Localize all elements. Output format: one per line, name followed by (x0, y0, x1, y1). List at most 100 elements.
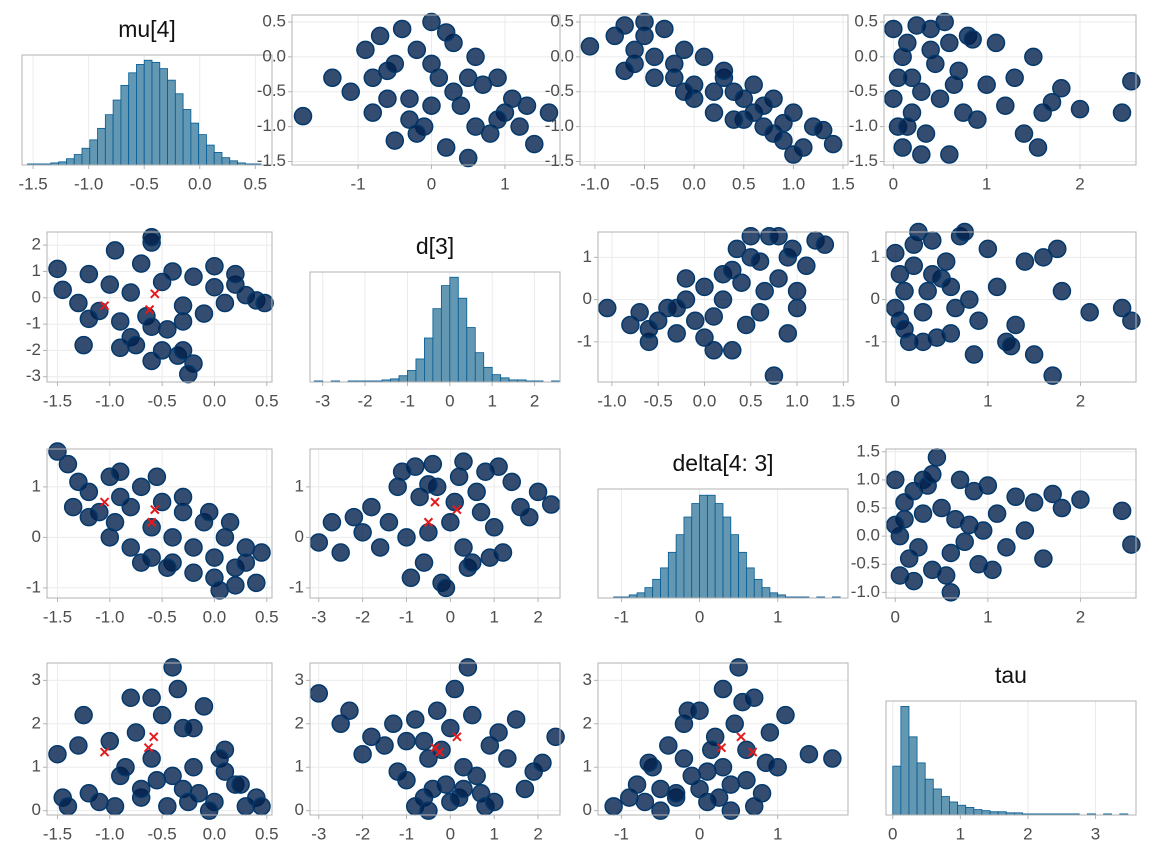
scatter-point (463, 553, 482, 572)
y-tick-label: 0 (583, 800, 592, 819)
x-tick-label: -1.5 (18, 174, 47, 193)
panel-border (597, 488, 849, 599)
panel-border (46, 231, 273, 383)
x-tick-label: 0.5 (255, 607, 279, 626)
scatter-point (121, 497, 140, 517)
histogram-bar (474, 352, 485, 383)
scatter-point (930, 89, 950, 108)
scatter-point (147, 771, 167, 790)
scatter-point (913, 504, 933, 523)
scatter-point (698, 762, 717, 781)
scatter-point (755, 281, 774, 301)
y-tick-label: 1 (871, 247, 880, 266)
scatter-point (732, 273, 751, 292)
scatter-point (344, 507, 364, 527)
scatter-point (473, 75, 493, 95)
y-tick-label: 0.5 (854, 11, 878, 30)
scatter-point (502, 472, 522, 492)
scatter-point (147, 467, 167, 487)
scatter-point (1034, 248, 1053, 267)
panel-border (579, 14, 849, 166)
histogram-bar (198, 134, 207, 166)
scatter-point (401, 568, 421, 588)
histogram-bar (941, 796, 950, 816)
scatter-point (489, 457, 508, 476)
scatter-point (1043, 484, 1062, 504)
x-tick-label: 0.5 (255, 824, 279, 843)
scatter-point (392, 19, 412, 39)
scatter-point (1122, 535, 1141, 554)
scatter-point (799, 744, 819, 764)
scatter-point (625, 40, 644, 60)
y-tick-label: -1.0 (257, 116, 286, 135)
scatter-point (116, 757, 135, 777)
scatter-point (750, 303, 770, 322)
scatter-point (484, 518, 504, 537)
panel: -1.5 -1.0 -0.5 0.0 0.5 -3 -2 -1 0 1 2 (26, 228, 279, 410)
x-tick-label: 0.5 (739, 391, 763, 410)
scatter-point (815, 235, 835, 254)
scatter-point (695, 277, 714, 297)
panel: -1.0 -0.5 0.0 0.5 1.0 1.5 -1.5 -1.0 -0.5 0.0 0.5 (545, 11, 855, 193)
x-tick-label: -1 (614, 607, 629, 626)
scatter-point (331, 714, 350, 734)
scatter-point (823, 134, 843, 154)
x-tick-label: -2 (355, 824, 370, 843)
scatter-point (987, 504, 1007, 523)
histogram-bar (769, 592, 779, 599)
x-tick-label: 0.5 (244, 174, 268, 193)
histogram-bar (491, 374, 502, 383)
scatter-point (427, 701, 447, 721)
scatter-point (90, 792, 109, 812)
panel: -3 -2 -1 0 1 2 0 1 2 3 (295, 658, 565, 843)
panel-border (883, 14, 1137, 166)
divergent-marker (423, 517, 434, 527)
scatter-point (737, 740, 756, 760)
histogram-bar (644, 587, 654, 599)
x-tick-label: 0.0 (188, 174, 212, 193)
scatter-point (923, 465, 942, 484)
scatter-point (142, 351, 161, 371)
scatter-point (48, 744, 67, 764)
y-tick-label: 0.5 (550, 11, 574, 30)
panel: 0 1 2 -1.0 -0.5 0.0 0.5 1.0 1.5 (851, 441, 1141, 626)
x-tick-label: 1 (983, 391, 992, 410)
scatter-point (309, 684, 329, 703)
histogram-bar (761, 587, 771, 599)
scatter-point (407, 40, 427, 60)
scatter-point (764, 366, 784, 385)
scatter-point (630, 303, 649, 322)
histogram-bar (213, 152, 223, 166)
scatter-point (445, 679, 464, 699)
y-tick-label: 2 (32, 713, 41, 732)
y-tick-label: 0.0 (262, 46, 286, 65)
x-tick-label: -1 (351, 174, 366, 193)
scatter-point (546, 727, 565, 747)
scatter-point (489, 723, 508, 742)
scatter-point (131, 477, 151, 497)
panel-border (597, 662, 849, 816)
y-tick-label: 0.0 (550, 46, 574, 65)
scatter-point (1006, 315, 1025, 335)
scatter-point (194, 697, 214, 716)
y-tick-label: 0 (295, 527, 304, 546)
scatter-point (397, 528, 416, 547)
histogram-bar (432, 308, 442, 383)
scatter-point (436, 138, 456, 157)
scatter-point (923, 265, 942, 284)
x-tick-label: 3 (1091, 824, 1100, 843)
scatter-point (913, 303, 933, 322)
scatter-point (615, 16, 634, 35)
scatter-point (205, 256, 224, 276)
x-tick-label: 1.0 (785, 391, 809, 410)
y-tick-label: -1 (865, 331, 880, 350)
scatter-point (783, 239, 802, 259)
scatter-point (736, 315, 756, 335)
divergent-marker (452, 732, 462, 742)
scatter-point (667, 298, 686, 318)
scatter-point (733, 692, 752, 712)
panel-border (309, 448, 561, 599)
scatter-point (414, 731, 434, 751)
scatter-point (331, 543, 350, 562)
scatter-point (912, 145, 931, 164)
